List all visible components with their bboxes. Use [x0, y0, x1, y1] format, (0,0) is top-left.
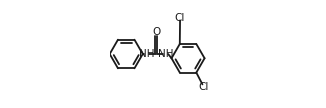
Text: NH: NH: [139, 49, 154, 59]
Text: O: O: [152, 27, 160, 37]
Text: NH: NH: [158, 49, 173, 59]
Text: Cl: Cl: [175, 13, 185, 23]
Text: Cl: Cl: [199, 82, 209, 91]
